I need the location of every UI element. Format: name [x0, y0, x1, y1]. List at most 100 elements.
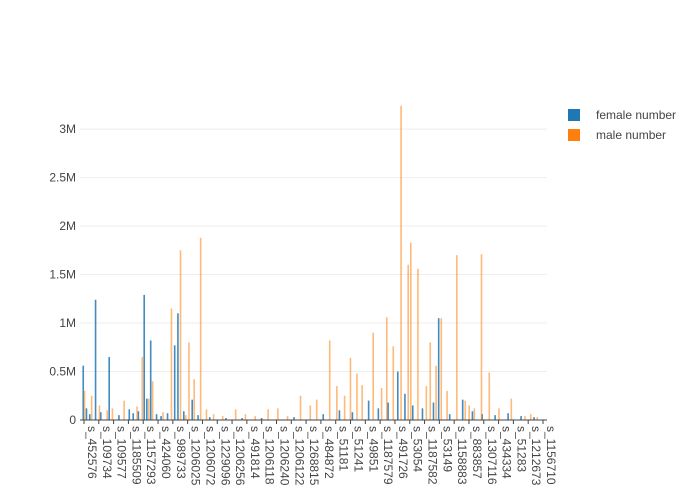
bar-female[interactable]: [82, 365, 85, 420]
bar-female[interactable]: [132, 413, 134, 420]
bar-female[interactable]: [533, 417, 535, 420]
bar-female[interactable]: [155, 414, 158, 420]
legend-item-male[interactable]: male number: [568, 125, 698, 145]
bar-female[interactable]: [520, 416, 522, 420]
bar-male[interactable]: [407, 264, 409, 420]
bar-female[interactable]: [166, 413, 169, 420]
bar-male[interactable]: [205, 409, 208, 420]
bar-female[interactable]: [99, 412, 102, 420]
bar-female[interactable]: [225, 418, 227, 420]
bar-male[interactable]: [425, 386, 428, 420]
bar-male[interactable]: [106, 410, 109, 420]
bar-male[interactable]: [136, 406, 138, 420]
bar-male[interactable]: [193, 379, 195, 420]
bar-male[interactable]: [464, 400, 467, 420]
bar-male[interactable]: [473, 408, 476, 420]
bar-male[interactable]: [221, 416, 224, 420]
bar-male[interactable]: [147, 398, 150, 420]
bar-male[interactable]: [336, 386, 338, 420]
bar-female[interactable]: [421, 408, 424, 420]
bar-male[interactable]: [170, 308, 173, 420]
bar-male[interactable]: [286, 416, 289, 420]
bar-female[interactable]: [146, 398, 148, 420]
bar-male[interactable]: [361, 385, 363, 420]
bar-male[interactable]: [267, 409, 269, 420]
bar-female[interactable]: [397, 371, 399, 420]
bar-female[interactable]: [108, 356, 110, 420]
bar-male[interactable]: [456, 255, 458, 420]
bar-female[interactable]: [94, 299, 97, 420]
bar-female[interactable]: [88, 414, 91, 420]
bar-male[interactable]: [111, 408, 114, 420]
bar-male[interactable]: [162, 412, 164, 420]
bar-male[interactable]: [356, 373, 358, 420]
bar-female[interactable]: [448, 414, 451, 420]
bar-female[interactable]: [177, 313, 179, 420]
bar-male[interactable]: [188, 342, 190, 420]
bar-male[interactable]: [212, 414, 215, 420]
bar-female[interactable]: [367, 400, 370, 420]
bar-male[interactable]: [349, 357, 352, 420]
bar-female[interactable]: [182, 411, 185, 420]
bar-male[interactable]: [254, 416, 256, 420]
bar-male[interactable]: [299, 395, 302, 420]
bar-male[interactable]: [435, 365, 437, 420]
bar-female[interactable]: [191, 399, 194, 420]
bar-female[interactable]: [208, 417, 211, 420]
bar-male[interactable]: [510, 398, 513, 420]
bar-female[interactable]: [149, 340, 152, 420]
bar-male[interactable]: [468, 405, 470, 420]
bar-male[interactable]: [372, 332, 374, 420]
bar-male[interactable]: [90, 395, 93, 420]
bar-female[interactable]: [293, 417, 295, 420]
bar-male[interactable]: [417, 268, 419, 420]
bar-female[interactable]: [260, 418, 263, 420]
bar-female[interactable]: [173, 345, 176, 420]
bar-male[interactable]: [179, 250, 182, 420]
bar-female[interactable]: [471, 411, 474, 420]
bar-male[interactable]: [536, 417, 539, 420]
bar-male[interactable]: [440, 318, 443, 420]
legend-item-female[interactable]: female number: [568, 105, 698, 125]
bar-female[interactable]: [128, 409, 131, 420]
bar-female[interactable]: [118, 415, 120, 420]
bar-female[interactable]: [377, 408, 380, 420]
bar-male[interactable]: [83, 390, 86, 420]
bar-male[interactable]: [409, 242, 412, 420]
bar-female[interactable]: [322, 414, 325, 420]
bar-female[interactable]: [494, 415, 496, 420]
bar-female[interactable]: [197, 415, 199, 420]
bar-male[interactable]: [315, 399, 318, 420]
bar-male[interactable]: [385, 317, 388, 420]
bar-female[interactable]: [85, 408, 88, 420]
bar-male[interactable]: [529, 414, 532, 420]
bar-female[interactable]: [143, 294, 146, 420]
bar-male[interactable]: [244, 414, 247, 420]
bar-male[interactable]: [328, 340, 331, 420]
bar-female[interactable]: [351, 412, 354, 420]
bar-female[interactable]: [241, 418, 243, 420]
bar-male[interactable]: [400, 105, 402, 420]
bar-female[interactable]: [432, 402, 435, 420]
bar-female[interactable]: [411, 405, 414, 420]
bar-male[interactable]: [343, 395, 346, 420]
bar-female[interactable]: [461, 399, 464, 420]
bar-male[interactable]: [98, 405, 101, 420]
bar-male[interactable]: [446, 390, 448, 420]
bar-male[interactable]: [199, 237, 202, 420]
bar-male[interactable]: [234, 409, 237, 420]
bar-male[interactable]: [151, 381, 154, 420]
bar-male[interactable]: [309, 405, 312, 420]
bar-male[interactable]: [392, 346, 395, 420]
bar-male[interactable]: [123, 400, 125, 420]
bar-male[interactable]: [184, 415, 187, 420]
bar-male[interactable]: [277, 408, 279, 420]
bar-male[interactable]: [429, 342, 432, 420]
bar-male[interactable]: [524, 416, 526, 420]
bar-male[interactable]: [488, 372, 491, 420]
bar-female[interactable]: [507, 413, 509, 420]
bar-female[interactable]: [404, 393, 406, 420]
bar-male[interactable]: [480, 254, 483, 420]
bar-female[interactable]: [338, 410, 341, 420]
bar-female[interactable]: [160, 416, 162, 420]
